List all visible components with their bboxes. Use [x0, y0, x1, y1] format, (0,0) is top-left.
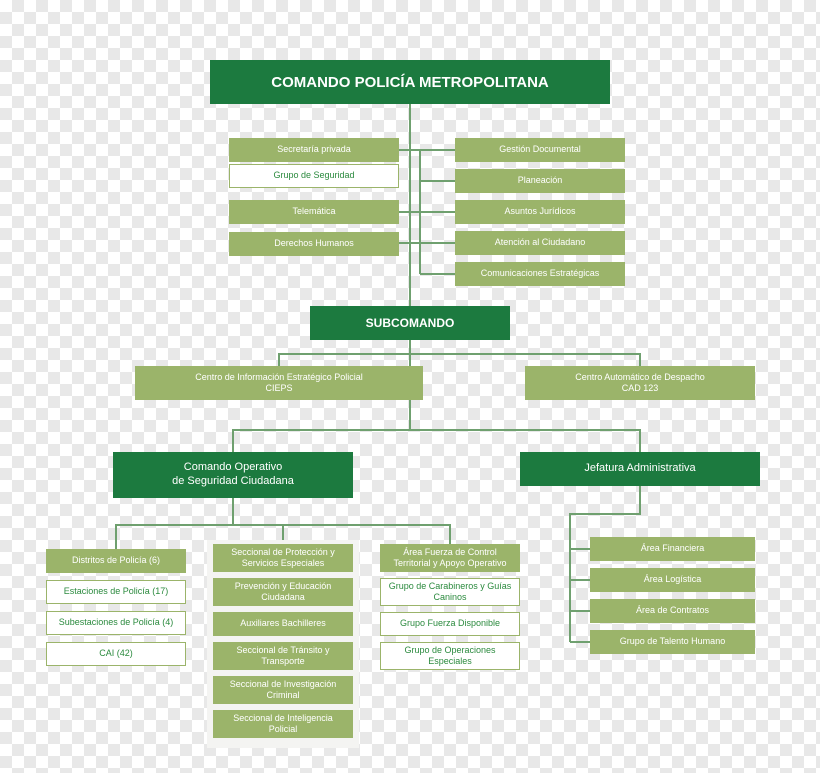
org-node-c3: Grupo Fuerza Disponible	[380, 612, 520, 636]
org-node-j3: Área de Contratos	[590, 599, 755, 623]
org-node-root: COMANDO POLICÍA METROPOLITANA	[210, 60, 610, 104]
org-node-b2: Prevención y EducaciónCiudadana	[213, 578, 353, 606]
org-node-cad: Centro Automático de DespachoCAD 123	[525, 366, 755, 400]
org-node-b4: Seccional de Tránsito yTransporte	[213, 642, 353, 670]
org-node-j1: Área Financiera	[590, 537, 755, 561]
org-node-r4: Atención al Ciudadano	[455, 231, 625, 255]
org-node-b1: Seccional de Protección yServicios Espec…	[213, 544, 353, 572]
org-node-b3: Auxiliares Bachilleres	[213, 612, 353, 636]
org-node-subc: SUBCOMANDO	[310, 306, 510, 340]
org-node-l3: Derechos Humanos	[229, 232, 399, 256]
org-node-l2: Telemática	[229, 200, 399, 224]
org-node-c2: Grupo de Carabineros y GuíasCaninos	[380, 578, 520, 606]
org-node-c4: Grupo de OperacionesEspeciales	[380, 642, 520, 670]
org-node-l1a: Grupo de Seguridad	[229, 164, 399, 188]
org-node-j4: Grupo de Talento Humano	[590, 630, 755, 654]
org-node-b5: Seccional de InvestigaciónCriminal	[213, 676, 353, 704]
org-node-l1: Secretaría privada	[229, 138, 399, 162]
org-node-r3: Asuntos Jurídicos	[455, 200, 625, 224]
org-node-a3: Subestaciones de Policía (4)	[46, 611, 186, 635]
org-node-a2: Estaciones de Policía (17)	[46, 580, 186, 604]
org-node-b6: Seccional de InteligenciaPolicial	[213, 710, 353, 738]
org-node-cieps: Centro de Información Estratégico Polici…	[135, 366, 423, 400]
org-node-jefa: Jefatura Administrativa	[520, 452, 760, 486]
org-node-r2: Planeación	[455, 169, 625, 193]
org-node-r1: Gestión Documental	[455, 138, 625, 162]
org-node-r5: Comunicaciones Estratégicas	[455, 262, 625, 286]
org-node-j2: Área Logística	[590, 568, 755, 592]
org-node-a1: Distritos de Policía (6)	[46, 549, 186, 573]
org-node-a4: CAI (42)	[46, 642, 186, 666]
org-node-cosc: Comando Operativode Seguridad Ciudadana	[113, 452, 353, 498]
org-node-c1: Área Fuerza de ControlTerritorial y Apoy…	[380, 544, 520, 572]
